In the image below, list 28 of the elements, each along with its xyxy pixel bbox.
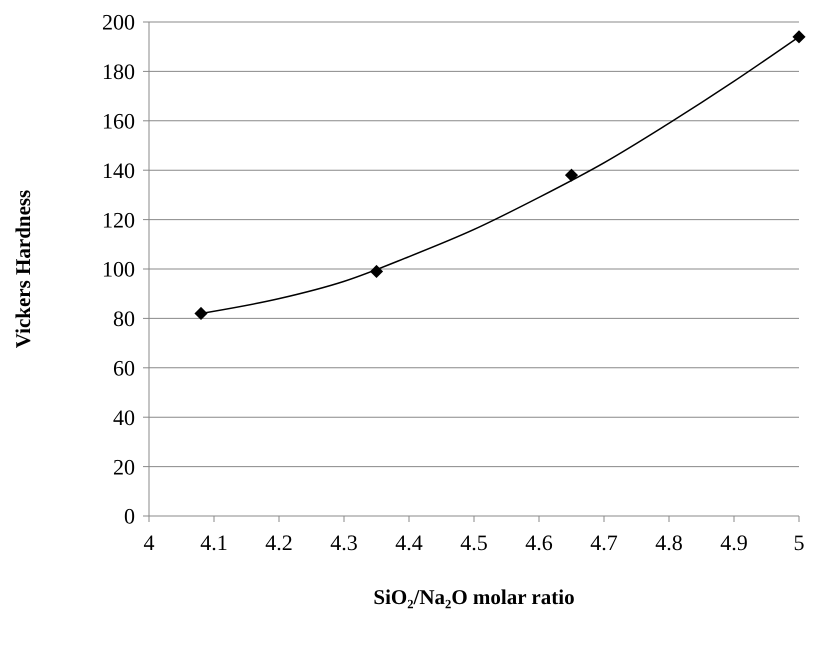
x-tick-label: 5 (794, 530, 804, 555)
x-tick-label: 4.8 (655, 530, 683, 555)
x-tick-label: 4.9 (720, 530, 748, 555)
point (370, 264, 384, 278)
point (194, 306, 208, 320)
y-tick-label: 40 (113, 404, 135, 430)
y-tick-label: 20 (113, 454, 135, 480)
y-axis-title: Vickers Hardness (11, 190, 35, 348)
y-tick-label: 0 (124, 504, 135, 529)
x-tick-label: 4.7 (590, 530, 618, 555)
y-tick-label: 80 (113, 306, 135, 332)
y-tick-label: 100 (102, 256, 135, 282)
point (792, 30, 806, 44)
x-tick-label: 4.4 (395, 530, 423, 555)
x-tick-label: 4.6 (525, 530, 553, 555)
x-tick-label: 4.5 (460, 530, 488, 555)
y-tick-label: 180 (102, 59, 135, 84)
y-tick-label: 60 (113, 356, 135, 380)
x-tick-label: 4 (144, 530, 154, 555)
y-tick-label: 140 (102, 158, 135, 183)
y-tick-label: 120 (102, 207, 135, 232)
y-tick-label: 160 (102, 108, 135, 134)
y-tick-label: 200 (102, 10, 135, 35)
x-tick-label: 4.2 (265, 530, 293, 555)
x-axis-title: SiO₂/Na₂O molar ratio (373, 585, 575, 609)
x-tick-label: 4.1 (200, 530, 228, 555)
x-tick-label: 4.3 (330, 530, 358, 555)
point (564, 168, 578, 182)
